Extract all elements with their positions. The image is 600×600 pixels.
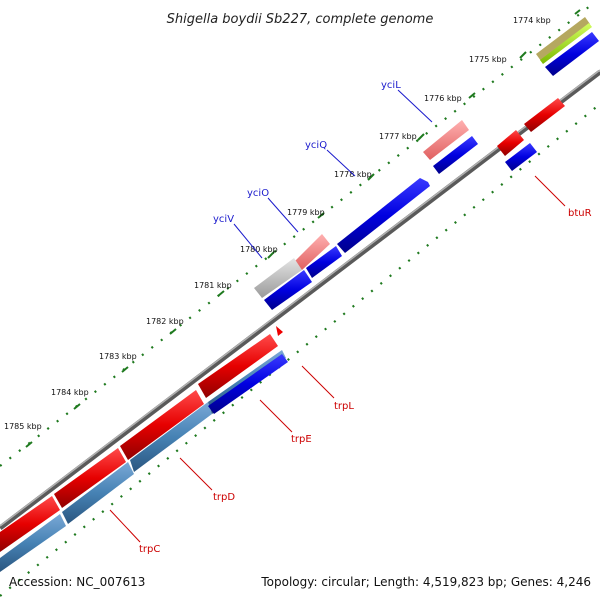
pseudogene-yciV[interactable] bbox=[254, 258, 302, 298]
accession-text: Accession: NC_007613 bbox=[9, 575, 145, 589]
cds-reverse-trpB-strand[interactable] bbox=[0, 496, 60, 552]
cds-trpE-steel[interactable] bbox=[130, 402, 212, 472]
cds-yciL-pseudo[interactable] bbox=[423, 120, 469, 160]
cds-forward-yciV[interactable] bbox=[264, 270, 312, 310]
genome-summary-text: Topology: circular; Length: 4,519,823 bp… bbox=[260, 575, 591, 589]
tick-label-1775: 1775 kbp bbox=[469, 55, 507, 64]
tick-label-1781: 1781 kbp bbox=[194, 281, 232, 290]
tick-marks bbox=[25, 9, 581, 448]
tick-label-1777: 1777 kbp bbox=[379, 132, 417, 141]
cds-reverse-trpC-strand[interactable] bbox=[54, 448, 126, 508]
map-title: Shigella boydii Sb227, complete genome bbox=[167, 12, 434, 27]
cds-forward-trpL[interactable] bbox=[208, 354, 288, 414]
gene-label-yciQ[interactable]: yciQ bbox=[305, 140, 327, 151]
tick-label-1779: 1779 kbp bbox=[287, 208, 325, 217]
cds-reverse-trpL-arrow[interactable] bbox=[276, 326, 283, 336]
gc-skew-track-outer bbox=[0, 5, 591, 467]
cds-forward-btuR-small[interactable] bbox=[505, 143, 537, 171]
cds-reverse-btuR-upper[interactable] bbox=[524, 98, 565, 132]
tick-label-1783: 1783 kbp bbox=[99, 352, 137, 361]
gene-label-trpL[interactable]: trpL bbox=[334, 401, 354, 412]
cds-forward-yciO[interactable] bbox=[306, 246, 342, 278]
cds-reverse-btuR[interactable] bbox=[497, 130, 524, 156]
gene-label-yciL[interactable]: yciL bbox=[381, 80, 401, 91]
cds-reverse-trpE-strand[interactable] bbox=[198, 334, 278, 398]
gene-label-btuR[interactable]: btuR bbox=[568, 208, 592, 219]
tick-label-1785: 1785 kbp bbox=[4, 422, 42, 431]
tick-label-1782: 1782 kbp bbox=[146, 317, 184, 326]
gene-label-yciO[interactable]: yciO bbox=[247, 188, 269, 199]
tick-label-1776: 1776 kbp bbox=[424, 94, 462, 103]
cds-yciO-pseudo[interactable] bbox=[294, 234, 330, 270]
cds-trpC-steel[interactable] bbox=[0, 514, 66, 572]
gc-skew-track-inner bbox=[0, 103, 600, 597]
tick-label-1784: 1784 kbp bbox=[51, 388, 89, 397]
rna-gene-1774[interactable] bbox=[536, 17, 592, 64]
gene-label-yciV[interactable]: yciV bbox=[213, 214, 234, 225]
tick-label-1780: 1780 kbp bbox=[240, 245, 278, 254]
tick-label-1774: 1774 kbp bbox=[513, 16, 551, 25]
cds-trpD-steel[interactable] bbox=[62, 462, 134, 524]
cds-forward-yciQ[interactable] bbox=[337, 178, 430, 253]
cds-forward-1775[interactable] bbox=[545, 32, 599, 76]
gene-label-trpE[interactable]: trpE bbox=[291, 434, 312, 445]
gene-label-trpC[interactable]: trpC bbox=[139, 544, 160, 555]
cds-reverse-trpD-strand[interactable] bbox=[120, 390, 204, 460]
cds-forward-yciL-lower[interactable] bbox=[433, 136, 478, 174]
gene-label-trpD[interactable]: trpD bbox=[213, 492, 235, 503]
